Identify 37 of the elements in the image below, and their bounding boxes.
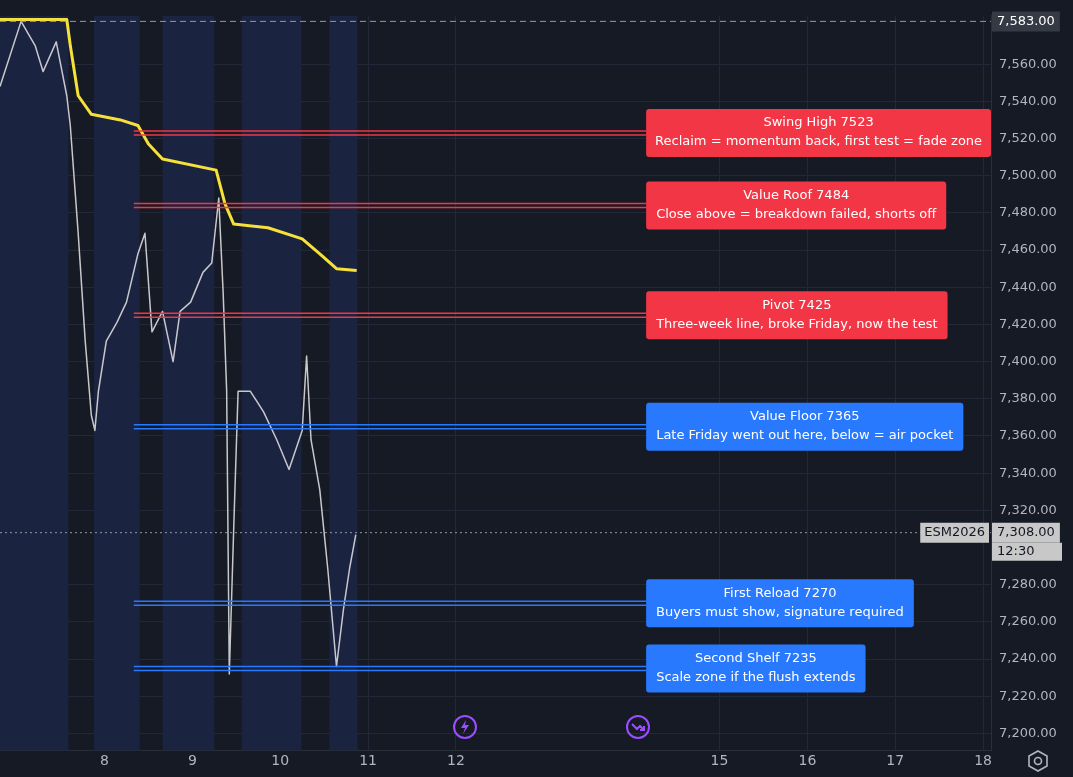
ref-line-label: First Reload 7270 Buyers must show, signature required bbox=[656, 584, 904, 619]
ref-line-label: Pivot 7425 Three-week line, broke Friday, now the test bbox=[655, 296, 938, 331]
y-tick-label: 7,320.00 bbox=[999, 501, 1057, 517]
y-tick-label: 7,280.00 bbox=[999, 576, 1057, 592]
y-tick-label: 7,540.00 bbox=[999, 92, 1057, 108]
y-tick-label: 7,240.00 bbox=[999, 650, 1057, 666]
x-tick-label: 9 bbox=[187, 752, 197, 769]
x-tick-label: 11 bbox=[359, 752, 378, 769]
y-tick-label: 7,260.00 bbox=[999, 613, 1057, 629]
ref-line-label: 7,583.00 bbox=[997, 12, 1055, 28]
y-tick-label: 7,400.00 bbox=[999, 352, 1057, 368]
y-tick-label: 7,380.00 bbox=[999, 390, 1057, 406]
y-tick-label: 7,560.00 bbox=[999, 55, 1057, 71]
y-tick-label: 7,220.00 bbox=[999, 687, 1057, 703]
x-tick-label: 15 bbox=[710, 752, 729, 769]
y-tick-label: 7,500.00 bbox=[999, 167, 1057, 183]
y-tick-label: 7,480.00 bbox=[999, 204, 1057, 220]
x-tick-label: 17 bbox=[886, 752, 905, 769]
y-tick-label: 7,420.00 bbox=[999, 315, 1057, 331]
ref-line-label: Value Roof 7484 Close above = breakdown failed, shorts off bbox=[656, 186, 938, 221]
x-tick-label: 10 bbox=[271, 752, 290, 769]
ref-line-label: Value Floor 7365 Late Friday went out here, below = air pocket bbox=[656, 408, 954, 443]
ref-line-label: Swing High 7523 Reclaim = momentum back, first test = fade zone bbox=[655, 114, 983, 149]
y-tick-label: 7,460.00 bbox=[999, 241, 1057, 257]
y-tick-label: 7,200.00 bbox=[999, 724, 1057, 740]
ref-line-label: 7,308.00 bbox=[997, 524, 1055, 540]
ref-line-label: Second Shelf 7235 Scale zone if the flush extends bbox=[656, 649, 856, 684]
y-tick-label: 7,520.00 bbox=[999, 129, 1057, 145]
x-tick-label: 18 bbox=[974, 752, 993, 769]
text: 12:30 bbox=[997, 543, 1035, 559]
y-tick-label: 7,340.00 bbox=[999, 464, 1057, 480]
x-tick-label: 8 bbox=[100, 752, 110, 769]
y-tick-label: 7,440.00 bbox=[999, 278, 1057, 294]
x-tick-label: 16 bbox=[798, 752, 817, 769]
y-tick-label: 7,360.00 bbox=[999, 427, 1057, 443]
annotation: ESM2026 bbox=[924, 524, 986, 540]
x-tick-label: 12 bbox=[447, 752, 465, 769]
